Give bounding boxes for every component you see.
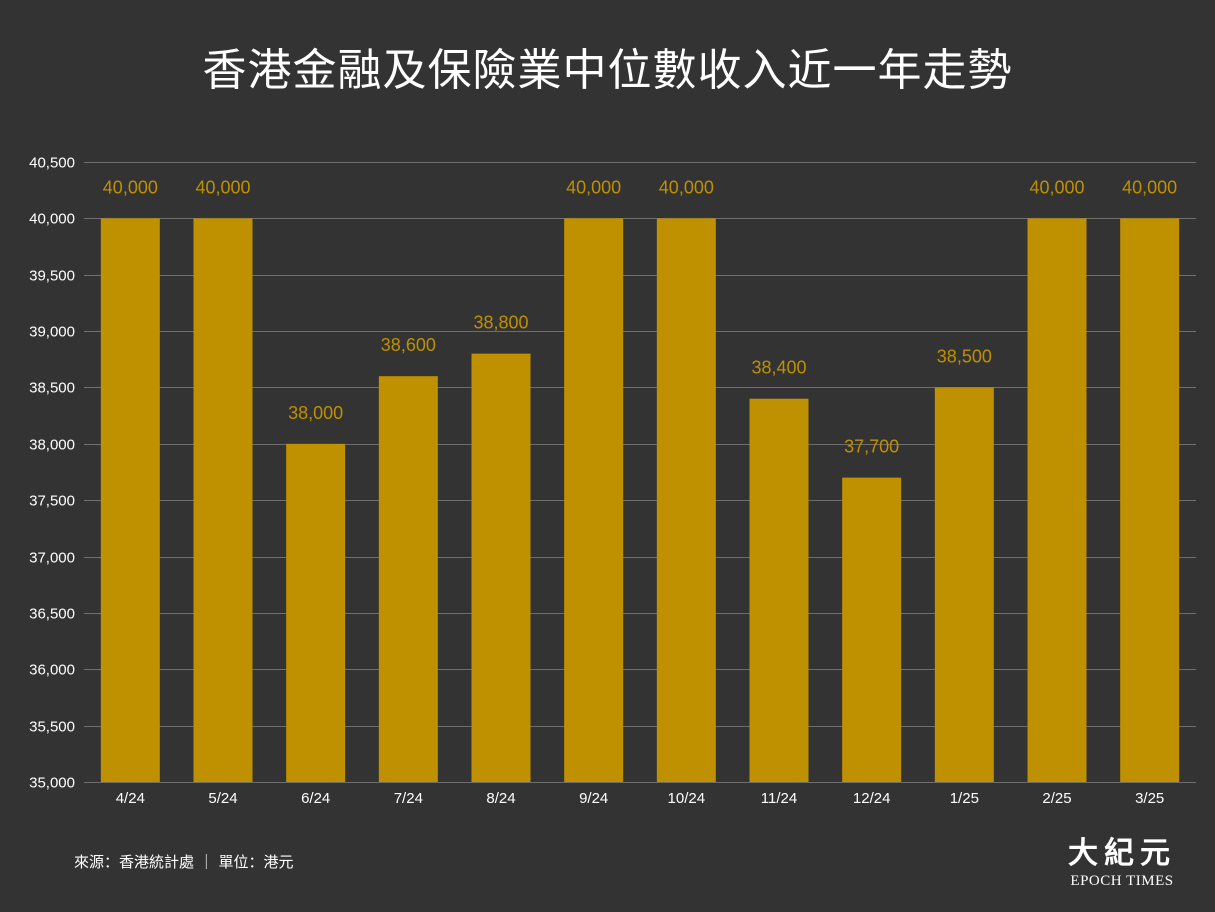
epoch-times-logo: 大紀元 EPOCH TIMES [1058,836,1186,898]
x-tick-label: 4/24 [116,790,145,807]
x-tick-label: 6/24 [301,790,330,807]
y-tick-label: 35,000 [29,775,75,792]
x-tick-label: 8/24 [486,790,515,807]
data-label: 38,000 [288,403,343,423]
y-tick-label: 38,000 [29,437,75,454]
bar [1027,218,1087,782]
bar [564,218,624,782]
data-label: 40,000 [195,177,250,197]
y-axis-ticks: 35,000 35,500 36,000 36,500 37,000 37,500 38,0… [29,155,75,792]
x-tick-label: 3/25 [1135,790,1164,807]
bars [100,218,1180,782]
logo-chinese: 大紀元 [1068,836,1176,871]
data-labels: 40,000 40,000 38,000 38,600 38,800 40,000 40,0… [103,177,1177,456]
data-label: 40,000 [1029,177,1084,197]
y-tick-label: 39,500 [29,268,75,285]
x-tick-label: 11/24 [761,790,797,807]
y-tick-label: 37,500 [29,493,75,510]
data-label: 40,000 [1122,177,1177,197]
x-tick-label: 5/24 [208,790,237,807]
data-label: 40,000 [103,177,158,197]
y-tick-label: 38,500 [29,380,75,397]
bar [471,353,531,782]
y-tick-label: 35,500 [29,719,75,736]
x-tick-label: 2/25 [1042,790,1071,807]
data-label: 38,600 [381,335,436,355]
source-footer: 來源：香港統計處 ｜ 單位：港元 [74,853,294,871]
y-tick-label: 36,000 [29,662,75,679]
bar [656,218,716,782]
x-tick-label: 9/24 [579,790,608,807]
y-tick-label: 40,500 [29,155,75,172]
x-tick-label: 1/25 [950,790,979,807]
bar [934,387,994,782]
x-axis-ticks: 4/24 5/24 6/24 7/24 8/24 9/24 10/24 11/24 12/24 1… [116,790,1165,807]
y-tick-label: 40,000 [29,211,75,228]
y-tick-label: 39,000 [29,324,75,341]
y-tick-label: 36,500 [29,606,75,623]
bar [842,477,902,782]
chart-title: 香港金融及保險業中位數收入近一年走勢 [202,45,1013,96]
logo-english: EPOCH TIMES [1070,873,1174,889]
data-label: 38,500 [937,346,992,366]
data-label: 38,400 [751,358,806,378]
bar [378,376,438,782]
x-tick-label: 12/24 [853,790,891,807]
x-tick-label: 7/24 [394,790,423,807]
bar [286,443,346,782]
data-label: 37,700 [844,437,899,457]
bar [749,398,809,782]
data-label: 38,800 [473,313,528,333]
data-label: 40,000 [659,177,714,197]
grid-lines [84,162,1196,783]
y-tick-label: 37,000 [29,550,75,567]
data-label: 40,000 [566,177,621,197]
bar [193,218,253,782]
bar [100,218,160,782]
bar [1120,218,1180,782]
x-tick-label: 10/24 [668,790,706,807]
